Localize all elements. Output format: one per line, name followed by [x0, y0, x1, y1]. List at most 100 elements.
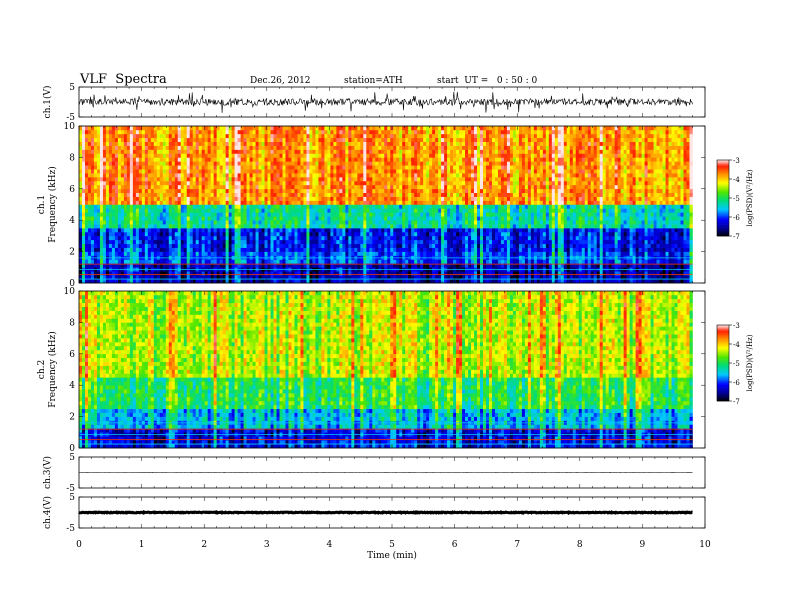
spectrogram-cell — [147, 184, 152, 190]
spectrogram-cell — [545, 263, 550, 268]
spectrogram-cell — [477, 228, 481, 233]
spectrogram-cell — [599, 231, 603, 237]
spectrogram-cell — [456, 243, 460, 248]
spectrogram-cell — [611, 263, 615, 268]
spectrogram-cell — [668, 231, 672, 237]
spectrogram-cell — [659, 216, 663, 221]
spectrogram-cell — [536, 263, 541, 268]
spectrogram-cell — [303, 212, 307, 217]
spectrogram-cell — [447, 224, 451, 229]
spectrogram-cell — [512, 279, 517, 284]
spectrogram-cell — [441, 228, 445, 233]
spectrogram-cell — [276, 192, 280, 197]
spectrogram-cell — [677, 235, 681, 241]
spectrogram-cell — [141, 208, 146, 213]
spectrogram-cell — [551, 251, 556, 256]
spectrogram-cell — [560, 279, 565, 284]
spectrogram-cell — [348, 200, 352, 205]
spectrogram-cell — [306, 200, 310, 205]
spectrogram-cell — [315, 243, 319, 248]
spectrogram-cell — [423, 263, 427, 268]
spectrogram-cell — [204, 204, 208, 209]
spectrogram-cell — [147, 243, 152, 248]
spectrogram-cell — [228, 220, 232, 225]
spectrogram-cell — [393, 200, 397, 205]
spectrogram-cell — [150, 275, 155, 280]
spectrogram-cell — [120, 247, 125, 252]
spectrogram-cell — [426, 279, 430, 284]
spectrogram-cell — [548, 204, 553, 209]
spectrogram-cell — [120, 259, 125, 264]
spectrogram-cell — [638, 216, 642, 221]
spectrogram-cell — [596, 228, 601, 233]
spectrogram-cell — [222, 184, 226, 190]
spectrogram-cell — [617, 192, 621, 197]
spectrogram-cell — [105, 224, 110, 229]
spectrogram-cell — [285, 192, 289, 197]
spectrogram-cell — [530, 279, 535, 284]
spectrogram-cell — [261, 184, 265, 190]
spectrogram-cell — [614, 239, 618, 245]
spectrogram-cell — [638, 239, 642, 245]
spectrogram-cell — [384, 259, 388, 264]
spectrogram-cell — [156, 239, 161, 245]
spectrogram-cell — [641, 239, 645, 245]
spectrogram-cell — [348, 279, 352, 284]
spectrogram-cell — [81, 239, 86, 245]
spectrogram-cell — [129, 204, 134, 209]
spectrogram-cell — [680, 216, 684, 221]
spectrogram-cell — [294, 192, 298, 197]
spectrogram-cell — [228, 231, 232, 237]
spectrogram-cell — [396, 228, 400, 233]
spectrogram-cell — [276, 196, 280, 201]
spectrogram-cell — [144, 275, 149, 280]
spectrogram-cell — [267, 212, 271, 217]
spectrogram-cell — [312, 247, 316, 252]
spectrogram-cell — [462, 192, 466, 197]
spectrogram-cell — [426, 188, 430, 194]
spectrogram-cell — [120, 251, 125, 256]
spectrogram-cell — [213, 208, 217, 213]
spectrogram-cell — [156, 224, 161, 229]
spectrogram-cell — [321, 200, 325, 205]
spectrogram-cell — [578, 251, 583, 256]
spectrogram-cell — [324, 235, 328, 241]
spectrogram-cell — [620, 204, 624, 209]
spectrogram-cell — [527, 235, 532, 241]
spectrogram-cell — [390, 200, 394, 205]
spectrogram-cell — [126, 235, 131, 241]
spectrogram-cell — [252, 251, 256, 256]
spectrogram-cell — [153, 204, 158, 209]
spectrogram-cell — [689, 192, 693, 197]
spectrogram-cell — [563, 224, 568, 229]
spectrogram-cell — [186, 263, 191, 268]
spectrogram-cell — [81, 184, 86, 190]
spectrogram-cell — [282, 192, 286, 197]
spectrogram-cell — [497, 279, 502, 284]
spectrogram-cell — [488, 220, 493, 225]
spectrogram-cell — [177, 224, 182, 229]
spectrogram-cell — [590, 196, 595, 201]
spectrogram-cell — [572, 247, 577, 252]
spectrogram-cell — [674, 279, 678, 284]
spectrogram-cell — [195, 212, 199, 217]
spectrogram-cell — [509, 204, 514, 209]
spectrogram-cell — [572, 212, 577, 217]
spectrogram-cell — [602, 247, 606, 252]
spectrogram-cell — [680, 271, 684, 276]
spectrogram-cell — [315, 208, 319, 213]
spectrogram-cell — [459, 192, 463, 197]
spectrogram-cell — [159, 224, 164, 229]
spectrogram-cell — [399, 188, 403, 194]
spectrogram-cell — [503, 239, 508, 245]
spectrogram-cell — [375, 200, 379, 205]
spectrogram-cell — [138, 247, 143, 252]
spectrogram-cell — [342, 235, 346, 241]
spectrogram-cell — [198, 196, 202, 201]
spectrogram-cell — [480, 263, 484, 268]
spectrogram-cell — [114, 259, 119, 264]
spectrogram-cell — [662, 251, 666, 256]
spectrogram-cell — [360, 251, 364, 256]
spectrogram-cell — [593, 204, 598, 209]
spectrogram-cell — [216, 192, 220, 197]
